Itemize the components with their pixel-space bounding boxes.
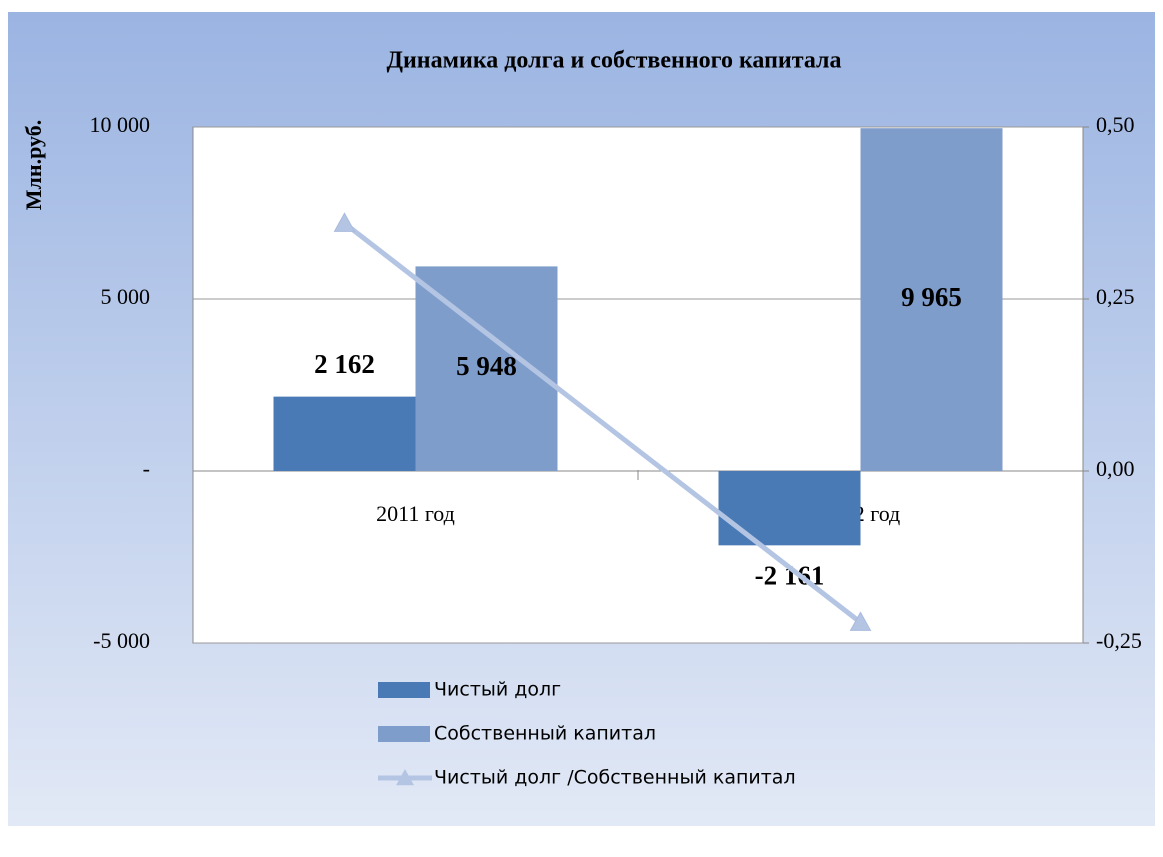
bar <box>718 471 861 546</box>
bar <box>860 128 1003 472</box>
legend-label: Чистый долг /Собственный капитал <box>434 767 796 789</box>
legend-swatch <box>378 726 430 742</box>
y2-tick-label: 0,25 <box>1096 284 1135 309</box>
data-label: 9 965 <box>901 282 962 312</box>
y-tick-label: -5 000 <box>93 628 150 653</box>
data-label: 2 162 <box>314 349 375 379</box>
bar <box>273 396 416 471</box>
data-label: 5 948 <box>456 351 517 381</box>
y-tick-label: 5 000 <box>101 284 151 309</box>
y-tick-label: - <box>143 456 150 481</box>
legend-label: Собственный капитал <box>434 723 656 745</box>
y2-tick-label: 0,00 <box>1096 456 1135 481</box>
line-marker <box>333 212 356 232</box>
x-tick-label: 2011 год <box>376 501 455 526</box>
y-tick-label: 10 000 <box>90 112 151 137</box>
y2-tick-label: -0,25 <box>1096 628 1142 653</box>
y2-tick-label: 0,50 <box>1096 112 1135 137</box>
y-axis-title: Млн.руб. <box>21 120 46 210</box>
line-marker <box>849 611 872 631</box>
legend-label: Чистый долг <box>434 679 561 701</box>
chart-title: Динамика долга и собственного капитала <box>386 48 841 74</box>
line-series <box>342 221 863 625</box>
legend-marker <box>396 769 414 786</box>
legend-swatch <box>378 682 430 698</box>
